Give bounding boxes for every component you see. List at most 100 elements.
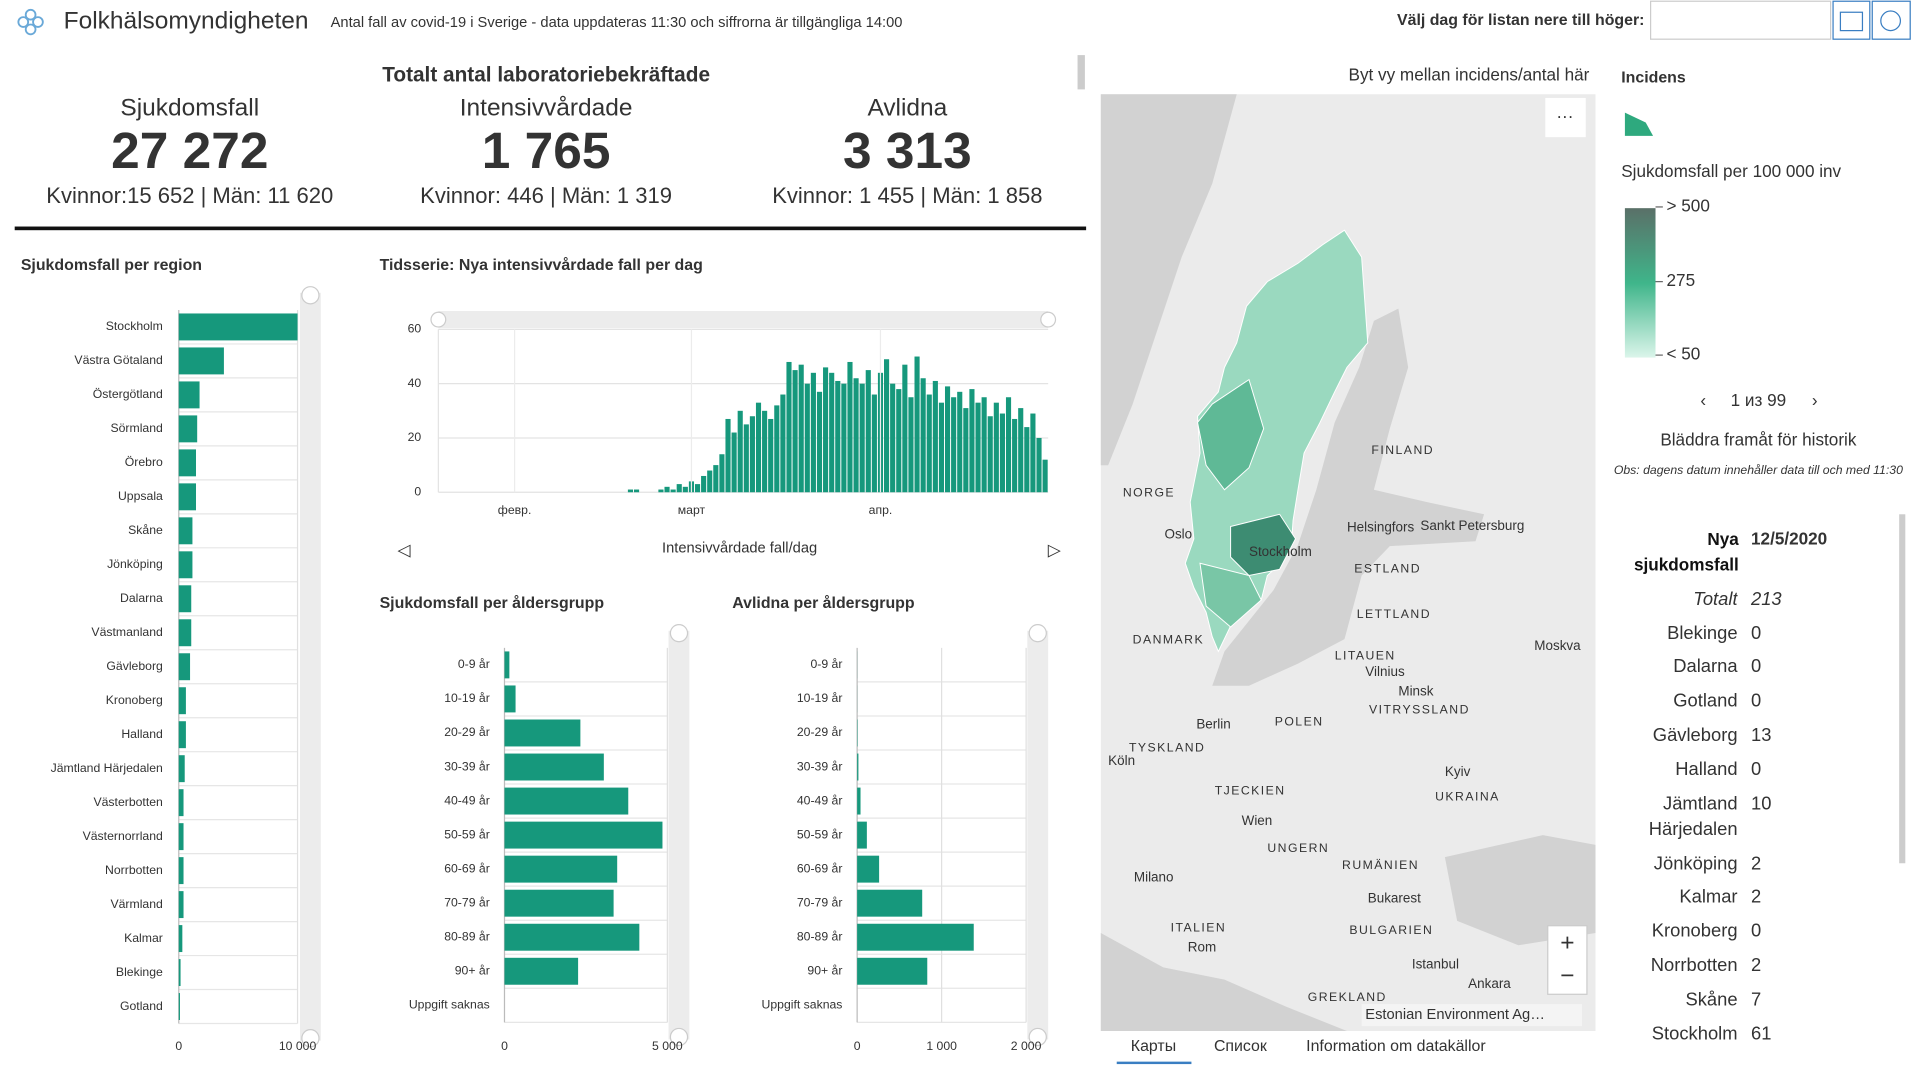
city-label: Berlin — [1196, 716, 1230, 731]
list-value: 13 — [1751, 724, 1771, 745]
bar — [178, 551, 193, 579]
bar — [857, 855, 880, 883]
list-value: 2 — [1751, 852, 1761, 873]
x-tick-label: февр. — [498, 503, 532, 517]
scrollbar[interactable] — [1899, 514, 1906, 864]
bar — [178, 789, 184, 817]
bar — [664, 486, 670, 493]
list-header-box: Nya sjukdomsfall — [1634, 529, 1739, 574]
bar — [178, 687, 186, 715]
bar — [694, 484, 701, 493]
range-slider[interactable] — [438, 311, 1049, 329]
bar — [975, 402, 981, 493]
divider — [14, 226, 1087, 231]
bar — [1018, 408, 1024, 493]
y-tick-label: 30-39 år — [444, 759, 490, 773]
bar — [719, 454, 725, 493]
bar — [1042, 459, 1048, 493]
x-tick-label: 2 000 — [1011, 1039, 1042, 1053]
scroll-handle[interactable] — [669, 1027, 689, 1047]
map-menu-button[interactable] — [1545, 97, 1586, 138]
calendar-button[interactable] — [1832, 0, 1871, 40]
logo — [17, 8, 44, 36]
bar — [786, 361, 792, 493]
date-input[interactable] — [1650, 0, 1832, 40]
next-arrow[interactable]: ▷ — [1048, 540, 1062, 560]
y-tick-label: 0-9 år — [458, 657, 490, 671]
map-region[interactable] — [1230, 513, 1297, 577]
list-value: 2 — [1751, 954, 1761, 975]
scroll-handle[interactable] — [1028, 623, 1047, 643]
prev-arrow[interactable]: ◁ — [397, 540, 411, 560]
bar — [963, 408, 969, 493]
kpi-value: 1 765 — [482, 121, 611, 179]
bar — [857, 753, 859, 781]
tab[interactable]: Information om datakällor — [1306, 1038, 1486, 1055]
slider-handle[interactable] — [1040, 311, 1057, 328]
country-label: BULGARIEN — [1349, 923, 1433, 937]
bar — [768, 418, 774, 493]
list-value: 0 — [1751, 622, 1761, 643]
y-tick-label: Örebro — [125, 455, 163, 469]
y-tick-label: Gävleborg — [106, 659, 163, 673]
scrollbar[interactable] — [1077, 55, 1085, 90]
x-tick-label: 10 000 — [279, 1039, 317, 1053]
city-label: Helsingfors — [1347, 519, 1415, 534]
slider-handle[interactable] — [430, 311, 447, 328]
pager-hint: Bläddra framåt för historik — [1660, 429, 1856, 449]
pager-label: 1 из 99 — [1731, 390, 1787, 410]
tab[interactable]: Карты — [1131, 1038, 1176, 1055]
bar — [857, 821, 867, 849]
y-tick-label: 90+ år — [455, 963, 490, 977]
bar — [178, 925, 183, 953]
bar — [504, 719, 581, 747]
y-tick-label: 10-19 år — [797, 691, 843, 705]
y-tick-label: 60 — [408, 322, 422, 336]
y-tick-label: 40-49 år — [797, 793, 843, 807]
bar — [178, 891, 184, 919]
city-label: Oslo — [1164, 527, 1192, 542]
list-region-box: Gotland — [1673, 691, 1737, 712]
map-tabs: Карты Список Information om datakällor — [1131, 1038, 1487, 1055]
map-region[interactable] — [1199, 562, 1262, 628]
country-label: UKRAINA — [1435, 789, 1500, 803]
pager-prev[interactable]: ‹ — [1700, 390, 1706, 410]
pager-next[interactable]: › — [1812, 390, 1818, 410]
bar — [504, 957, 579, 985]
scroll-handle[interactable] — [301, 1029, 320, 1048]
bar — [676, 484, 682, 493]
zoom-control[interactable] — [1547, 925, 1588, 995]
bar — [857, 889, 923, 917]
tab[interactable]: Список — [1214, 1038, 1268, 1055]
y-tick-label: Stockholm — [106, 319, 163, 333]
app-subtitle: Antal fall av covid-19 i Sverige - data … — [331, 15, 903, 31]
note-box: Obs: dagens datum innehåller data till o… — [1614, 464, 1903, 477]
list-value: 0 — [1751, 689, 1761, 710]
map-toggle[interactable]: Byt vy mellan incidens/antal här — [1349, 64, 1590, 84]
bar — [178, 415, 198, 443]
bar — [857, 957, 928, 985]
bar — [178, 959, 181, 987]
chart-title: Sjukdomsfall per region — [21, 257, 202, 274]
zoom-in[interactable]: + — [1560, 930, 1574, 957]
city-label: Köln — [1108, 753, 1135, 768]
scroll-handle[interactable] — [669, 623, 689, 643]
y-tick-label: Gotland — [120, 999, 163, 1013]
y-tick-label: Västra Götaland — [74, 353, 163, 367]
scroll-handle[interactable] — [1028, 1027, 1047, 1047]
bar — [178, 483, 196, 511]
y-tick-label: 60-69 år — [444, 861, 490, 875]
bar — [871, 394, 877, 493]
map-region[interactable] — [1197, 378, 1265, 491]
country-label: UNGERN — [1267, 841, 1329, 855]
zoom-out[interactable]: − — [1560, 963, 1574, 990]
scroll-handle[interactable] — [301, 286, 320, 305]
bar — [737, 410, 743, 493]
x-tick-label: апр. — [869, 503, 893, 517]
y-tick-label: 20-29 år — [444, 725, 490, 739]
legend-gradient — [1624, 208, 1656, 358]
y-tick-label: 70-79 år — [444, 895, 490, 909]
map[interactable]: ··· + − NORGE FINLAND Oslo Helsingfors Sankt… — [1100, 94, 1596, 1032]
time-button[interactable] — [1871, 0, 1911, 40]
